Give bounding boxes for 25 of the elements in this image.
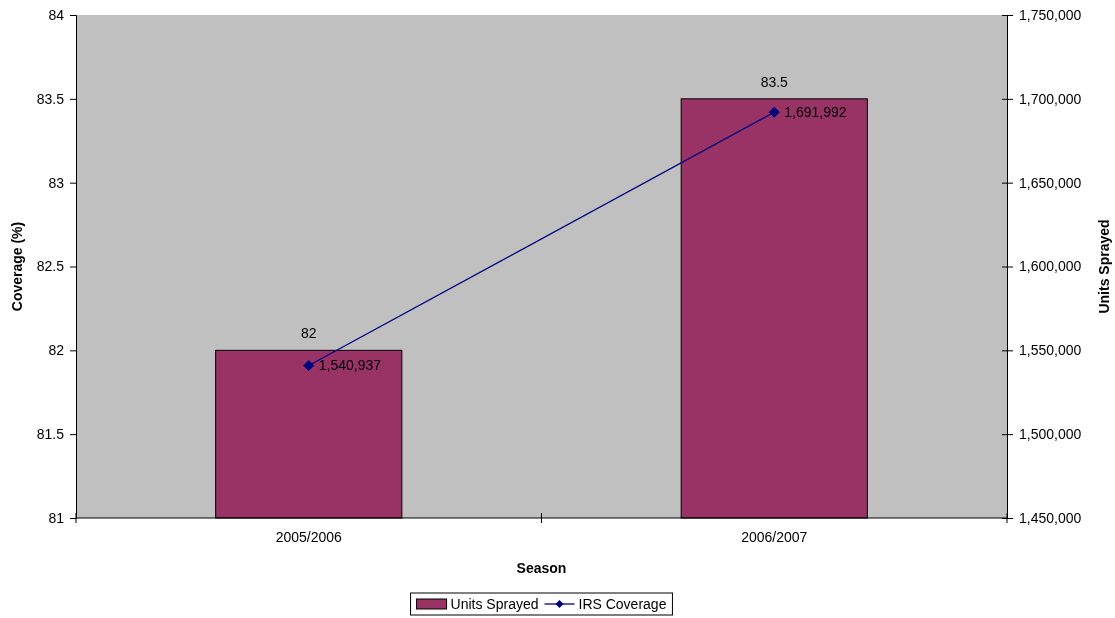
y2-tick-label: 1,450,000	[1019, 509, 1082, 526]
y2-tick-label: 1,500,000	[1019, 426, 1082, 443]
data-label: 82	[300, 325, 317, 342]
y-tick-label: 82	[48, 342, 65, 359]
data-label: 1,691,992	[784, 104, 847, 121]
y2-tick-label: 1,600,000	[1019, 258, 1082, 275]
y-tick-label: 83.5	[36, 90, 65, 107]
y-tick-label: 83	[48, 174, 65, 191]
y-tick-label: 81.5	[36, 426, 65, 443]
y2-tick-label: 1,550,000	[1019, 342, 1082, 359]
x-tick-label: 2005/2006	[275, 529, 343, 545]
data-label: 83.5	[760, 73, 789, 90]
legend-label: IRS Coverage	[578, 595, 667, 612]
y2-tick-label: 1,650,000	[1019, 174, 1082, 191]
x-axis-title: Season	[516, 560, 567, 576]
y2-tick-label: 1,700,000	[1019, 90, 1082, 107]
y2-axis-title: Units Sprayed	[1096, 219, 1112, 314]
y-tick-label: 84	[48, 6, 65, 23]
data-label: 1,540,937	[318, 357, 382, 374]
y-tick-label: 82.5	[36, 258, 65, 275]
legend-label: Units Sprayed	[450, 595, 539, 612]
y2-tick-label: 1,750,000	[1019, 6, 1082, 23]
x-tick-label: 2006/2007	[741, 529, 808, 545]
y-tick-label: 81	[48, 509, 65, 526]
y-axis-title: Coverage (%)	[9, 221, 25, 312]
